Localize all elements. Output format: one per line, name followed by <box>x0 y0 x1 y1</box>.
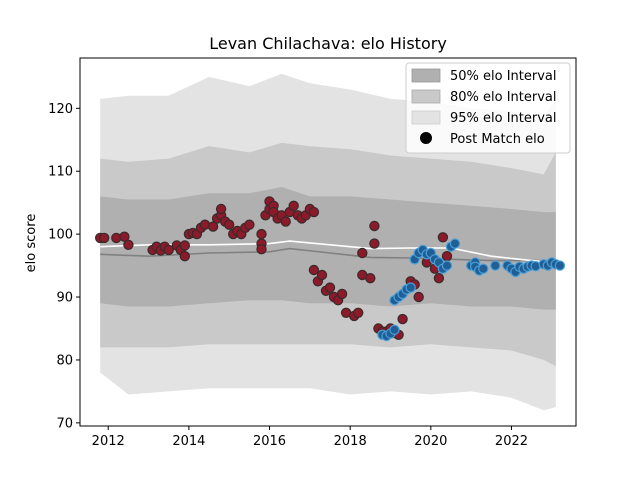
median-elo-line <box>100 247 556 262</box>
y-axis-label: elo score <box>24 214 39 273</box>
data-point-red-12 <box>179 240 190 251</box>
mean-elo-line <box>100 240 556 264</box>
legend: 50% elo Interval 80% elo Interval 95% el… <box>405 62 571 154</box>
data-point-red-48 <box>308 264 320 276</box>
data-point-red-77 <box>437 232 449 243</box>
data-point-red-76 <box>433 273 445 284</box>
data-point-red-13 <box>179 251 190 262</box>
data-point-red-73 <box>413 291 424 303</box>
data-point-red-47 <box>308 206 320 218</box>
data-point-red-19 <box>207 221 219 232</box>
data-point-red-29 <box>244 219 255 230</box>
data-point-red-61 <box>365 273 376 284</box>
axes-frame <box>79 57 577 427</box>
y-tick-label-80: 80 <box>56 353 73 368</box>
x-tick-label-2018: 2018 <box>334 434 367 449</box>
legend-label-post-match: Post Match elo <box>450 132 545 147</box>
legend-marker-post-match <box>420 132 432 144</box>
legend-label-95: 95% elo Interval <box>450 111 557 126</box>
axes: 2012 2014 2016 2018 2020 2022 70 80 90 100 110 120 <box>48 57 577 449</box>
x-tick-label-2014: 2014 <box>172 434 205 449</box>
y-tick-label-100: 100 <box>48 228 73 243</box>
data-point-blue-25 <box>490 260 501 271</box>
data-point-red-59 <box>357 247 368 259</box>
x-tick-label-2022: 2022 <box>495 434 528 449</box>
chart-title: Levan Chilachava: elo History <box>209 34 447 53</box>
legend-swatch-50 <box>411 68 441 83</box>
data-point-blue-19 <box>449 238 461 249</box>
data-point-red-40 <box>280 216 291 227</box>
data-point-red-4 <box>123 239 134 250</box>
legend-swatch-80 <box>411 89 441 104</box>
data-point-red-52 <box>324 282 336 293</box>
data-point-red-70 <box>397 313 408 325</box>
y-tick-label-90: 90 <box>56 291 73 306</box>
y-tick-label-70: 70 <box>56 416 73 431</box>
data-point-blue-8 <box>405 282 416 293</box>
data-point-red-9 <box>163 244 174 256</box>
data-point-red-3 <box>119 231 130 242</box>
legend-frame <box>405 62 571 154</box>
data-point-blue-24 <box>478 263 489 274</box>
legend-label-80: 80% elo Interval <box>450 90 557 105</box>
data-point-red-78 <box>441 251 453 262</box>
x-tick-label-2020: 2020 <box>414 434 447 449</box>
data-point-red-58 <box>353 307 364 318</box>
legend-label-50: 50% elo Interval <box>450 69 557 84</box>
data-point-red-62 <box>369 220 380 232</box>
y-tick-label-120: 120 <box>48 102 73 117</box>
data-point-blue-17 <box>441 260 453 271</box>
data-point-red-32 <box>256 228 267 240</box>
data-point-blue-3 <box>389 324 400 335</box>
x-tick-label-2012: 2012 <box>92 434 125 449</box>
legend-swatch-95 <box>411 110 441 125</box>
data-point-blue-38 <box>554 260 566 271</box>
data-point-red-22 <box>215 203 227 215</box>
data-point-red-55 <box>336 288 348 300</box>
data-point-red-63 <box>369 238 380 249</box>
x-tick-label-2016: 2016 <box>253 434 286 449</box>
data-point-red-50 <box>316 269 328 281</box>
data-point-red-24 <box>223 219 235 230</box>
data-point-red-31 <box>256 243 267 255</box>
data-point-red-42 <box>288 200 299 211</box>
data-point-red-1 <box>98 232 110 244</box>
y-tick-label-110: 110 <box>48 165 73 180</box>
plot-area <box>94 73 566 411</box>
